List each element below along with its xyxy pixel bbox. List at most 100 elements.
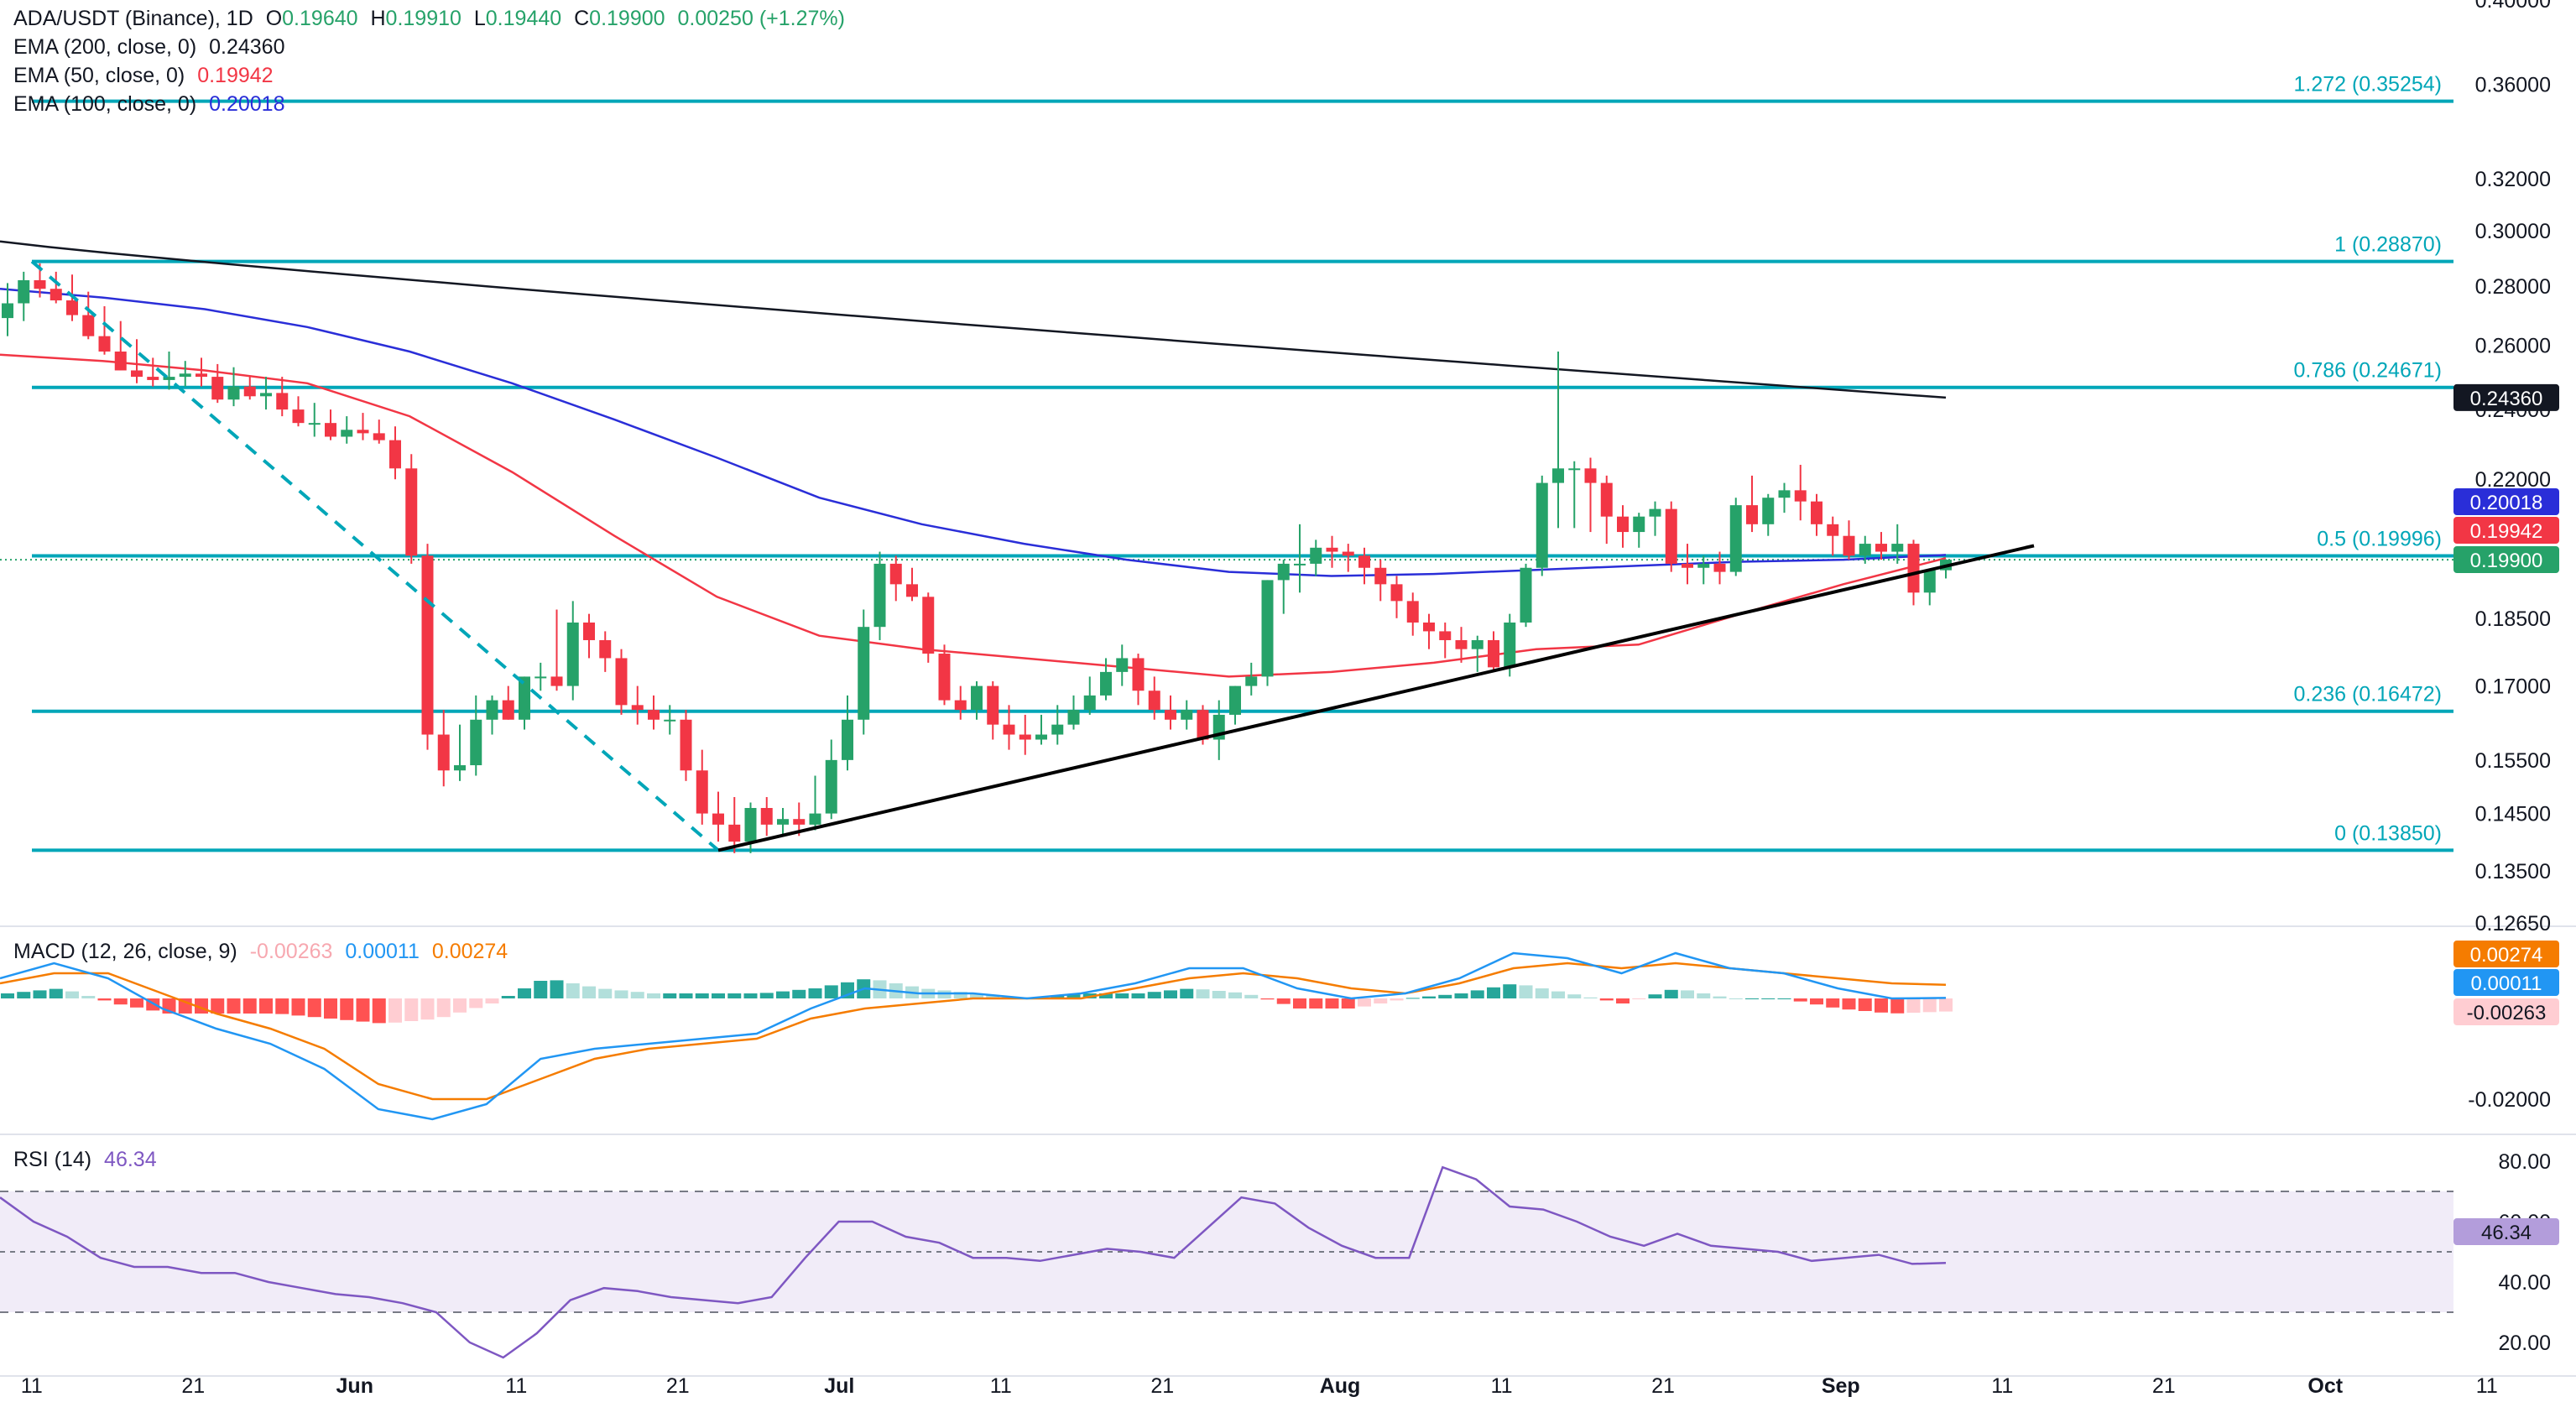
macd-histogram-bar (291, 998, 305, 1016)
macd-histogram-bar (582, 986, 596, 998)
macd-histogram-bar (1164, 990, 1177, 998)
macd-histogram-bar (1939, 998, 1953, 1012)
candle-body (1697, 563, 1710, 568)
macd-histogram-bar (1810, 998, 1823, 1005)
candle (114, 321, 127, 371)
candle-body (502, 700, 514, 720)
candle (744, 802, 757, 853)
candle (1212, 700, 1225, 760)
candle-body (357, 430, 369, 434)
candle (1617, 505, 1629, 548)
macd-histogram-bar (1454, 993, 1468, 998)
price-axis-label: 0.12650 (2475, 912, 2551, 936)
candle (1310, 539, 1322, 576)
price-pane[interactable]: 1.272 (0.35254) 1 (0.28870) 0.786 (0.24671… (0, 73, 2453, 853)
candle-body (1811, 501, 1822, 524)
candle-body (744, 808, 757, 842)
macd-legend[interactable]: MACD (12, 26, close, 9) -0.00263 0.00011… (13, 938, 514, 966)
candle (1358, 547, 1370, 585)
candle-body (1067, 710, 1080, 725)
candle (163, 351, 175, 390)
symbol-legend[interactable]: ADA/USDT (Binance), 1D O0.19640 H0.19910… (13, 5, 852, 33)
candle-body (534, 676, 547, 679)
macd-line (0, 951, 1947, 1121)
candle-body (1633, 516, 1645, 533)
rsi-pane[interactable] (0, 1165, 2453, 1359)
macd-pane[interactable] (0, 951, 1953, 1121)
candle (809, 775, 821, 831)
ema100-legend-label: EMA (100, close, 0) (13, 92, 197, 116)
ema100-price-tag: 0.20018 (2453, 488, 2559, 515)
macd-histogram-bar (1664, 989, 1678, 998)
macd-histogram-bar (647, 993, 660, 998)
close-value: 0.19900 (589, 7, 665, 30)
candle-body (405, 468, 418, 556)
candle-body (1181, 710, 1193, 720)
price-axis-label: 0.13500 (2475, 860, 2551, 883)
macd-histogram-bar (1212, 991, 1226, 998)
macd-histogram-bar (81, 996, 96, 998)
macd-histogram-bar (1777, 998, 1791, 999)
candle (971, 680, 983, 720)
macd-histogram-bar (566, 983, 580, 998)
trendline-drawings[interactable] (30, 260, 2035, 852)
ema50-legend[interactable]: EMA (50, close, 0) 0.19942 (13, 62, 280, 90)
candle-body (292, 409, 305, 424)
ema100-legend-value: 0.20018 (209, 92, 285, 116)
fibonacci-retracement[interactable]: 1.272 (0.35254) 1 (0.28870) 0.786 (0.24671… (0, 73, 2453, 852)
macd-histogram-bar (695, 993, 709, 998)
ema100-legend[interactable]: EMA (100, close, 0) 0.20018 (13, 91, 291, 118)
candle-body (211, 377, 224, 400)
candle-body (922, 597, 935, 654)
candle (1003, 705, 1015, 750)
ema50-legend-value: 0.19942 (197, 64, 274, 87)
close-label: C (574, 7, 590, 30)
macd-histogram-bar (1632, 998, 1646, 999)
candle-body (66, 300, 78, 315)
candle-body (615, 658, 628, 706)
ema200-legend-label: EMA (200, close, 0) (13, 35, 197, 59)
time-axis-label: Aug (1320, 1374, 1361, 1398)
candle (211, 363, 224, 404)
candle-body (50, 289, 62, 301)
candle (1100, 658, 1112, 701)
candle-body (809, 813, 821, 825)
candle-body (550, 676, 563, 686)
ema50-legend-label: EMA (50, close, 0) (13, 64, 185, 87)
candle-body (114, 351, 127, 371)
candle (1827, 516, 1839, 556)
rsi-legend-label: RSI (14) (13, 1148, 92, 1171)
ema100-line (0, 287, 1947, 577)
macd-histogram-bar (1244, 994, 1259, 998)
macd-histogram-bar (388, 998, 402, 1023)
candle (1778, 482, 1791, 513)
ema100-price-tag-text: 0.20018 (2470, 492, 2543, 514)
macd-histogram-bar (436, 998, 451, 1018)
candle-body (889, 563, 902, 585)
ema200-legend[interactable]: EMA (200, close, 0) 0.24360 (13, 34, 291, 61)
last-price-tag-text: 0.19900 (2470, 550, 2543, 572)
candle (260, 377, 272, 410)
macd-histogram-bar (1519, 985, 1533, 998)
candle (389, 426, 401, 480)
candle-body (454, 765, 466, 771)
macd-histogram-bar (211, 998, 225, 1014)
rsi-value-tag: 46.34 (2453, 1218, 2559, 1245)
candle-body (712, 813, 724, 825)
candle (1488, 631, 1499, 672)
macd-histogram-bar (1858, 998, 1872, 1011)
candle-body (777, 819, 789, 825)
candle-body (1358, 555, 1370, 568)
candle-body (1148, 691, 1160, 711)
macd-histogram-bar (1875, 998, 1888, 1013)
candle-body (1310, 547, 1322, 564)
candle (954, 685, 967, 720)
fib-anchor-dashed-line (30, 260, 720, 852)
candle-body (566, 622, 579, 686)
rsi-legend[interactable]: RSI (14) 46.34 (13, 1146, 164, 1174)
candle (50, 271, 62, 304)
candle-body (1649, 508, 1661, 517)
candle-body (1294, 563, 1306, 565)
